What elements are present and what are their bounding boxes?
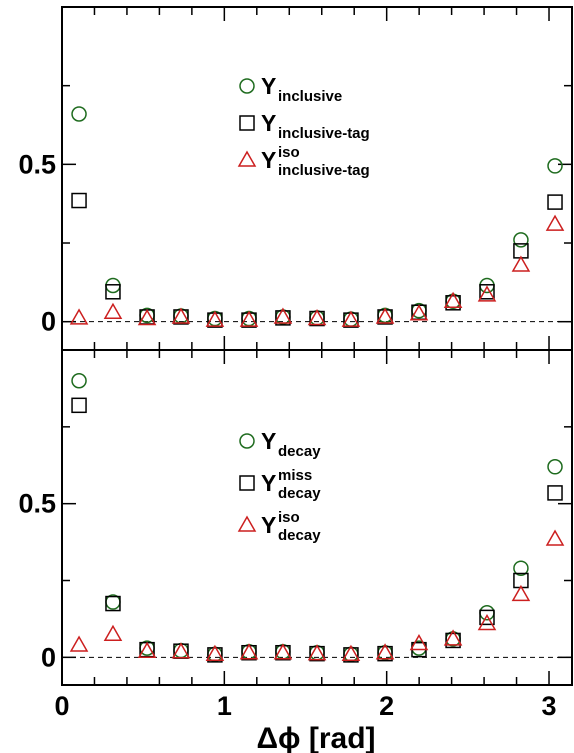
legend-subscript: inclusive-tag bbox=[278, 125, 370, 142]
data-point-triangle bbox=[171, 642, 191, 659]
data-point-triangle bbox=[375, 643, 395, 660]
legend-marker-circle bbox=[239, 78, 255, 94]
data-point-triangle bbox=[545, 214, 565, 231]
legend-superscript: miss bbox=[278, 467, 312, 484]
data-point-square bbox=[445, 295, 461, 311]
legend-marker-triangle bbox=[237, 150, 257, 167]
data-point-square bbox=[71, 397, 87, 414]
data-point-triangle bbox=[239, 310, 259, 327]
data-point-circle bbox=[71, 372, 87, 389]
series-triangle bbox=[69, 214, 565, 327]
data-point-circle bbox=[513, 560, 529, 576]
data-point-square bbox=[547, 194, 563, 210]
data-point-circle bbox=[173, 642, 189, 659]
data-point-triangle bbox=[443, 291, 463, 308]
series-triangle bbox=[69, 529, 565, 662]
data-point-triangle bbox=[273, 643, 293, 660]
legend-label: Y bbox=[261, 110, 276, 136]
legend-subscript: decay bbox=[278, 443, 321, 460]
legend-label: Y bbox=[261, 73, 276, 99]
data-point-triangle bbox=[341, 310, 361, 327]
legend-marker-circle bbox=[239, 433, 255, 449]
data-point-square bbox=[445, 632, 461, 649]
data-point-square bbox=[71, 192, 87, 209]
data-point-triangle bbox=[137, 309, 157, 326]
legend-subscript: inclusive bbox=[278, 88, 342, 105]
data-point-triangle bbox=[341, 644, 361, 662]
data-point-square bbox=[105, 595, 121, 612]
data-point-circle bbox=[547, 459, 563, 475]
legend-label: Y bbox=[261, 470, 276, 496]
data-point-triangle bbox=[137, 641, 157, 658]
data-point-square bbox=[377, 645, 393, 662]
x-axis-label: Δϕ [rad] bbox=[256, 722, 375, 753]
data-point-triangle bbox=[545, 529, 565, 546]
data-point-triangle bbox=[477, 614, 497, 631]
data-point-circle bbox=[71, 106, 87, 122]
data-point-square bbox=[547, 485, 563, 501]
plot-frame bbox=[61, 349, 573, 686]
data-point-triangle bbox=[511, 255, 531, 272]
data-point-circle bbox=[343, 311, 359, 327]
series-square bbox=[71, 192, 563, 328]
data-point-square bbox=[479, 284, 495, 300]
x-tick-label: 2 bbox=[379, 691, 394, 721]
legend-marker-triangle bbox=[237, 515, 257, 532]
legend-marker-square bbox=[239, 475, 255, 491]
data-point-triangle bbox=[409, 633, 429, 651]
legend-superscript: iso bbox=[278, 509, 300, 526]
data-point-circle bbox=[513, 232, 529, 248]
data-point-triangle bbox=[103, 302, 123, 319]
legend-label: Y bbox=[261, 147, 276, 173]
legend-subscript: inclusive-tag bbox=[278, 162, 370, 179]
data-point-triangle bbox=[239, 643, 259, 660]
data-point-triangle bbox=[103, 624, 123, 642]
data-point-triangle bbox=[409, 304, 429, 321]
y-tick-label: 0 bbox=[41, 307, 56, 337]
data-point-triangle bbox=[477, 285, 497, 302]
legend-label: Y bbox=[261, 428, 276, 454]
legend-label: Y bbox=[261, 512, 276, 538]
data-point-triangle bbox=[205, 310, 225, 327]
y-tick-label: 0.5 bbox=[18, 149, 56, 179]
x-tick-label: 1 bbox=[217, 691, 232, 721]
data-point-triangle bbox=[69, 635, 89, 652]
legend-subscript: decay bbox=[278, 527, 321, 544]
data-point-triangle bbox=[69, 308, 89, 325]
data-point-triangle bbox=[375, 307, 395, 324]
legend-marker-square bbox=[239, 115, 255, 131]
legend-superscript: iso bbox=[278, 144, 300, 161]
data-point-triangle bbox=[205, 644, 225, 662]
data-point-triangle bbox=[443, 629, 463, 646]
data-point-square bbox=[479, 609, 495, 626]
data-point-triangle bbox=[307, 309, 327, 326]
data-point-square bbox=[343, 647, 359, 663]
data-point-circle bbox=[547, 158, 563, 174]
data-point-circle bbox=[479, 605, 495, 621]
y-tick-label: 0 bbox=[41, 642, 56, 672]
data-point-triangle bbox=[171, 307, 191, 324]
data-point-circle bbox=[173, 308, 189, 324]
legend-subscript: decay bbox=[278, 485, 321, 502]
x-tick-label: 3 bbox=[541, 691, 556, 721]
data-point-square bbox=[275, 310, 291, 326]
data-point-square bbox=[105, 284, 121, 300]
data-point-triangle bbox=[307, 644, 327, 661]
data-point-square bbox=[207, 647, 223, 663]
data-point-triangle bbox=[511, 584, 531, 602]
y-tick-label: 0.5 bbox=[18, 489, 56, 519]
data-point-triangle bbox=[273, 307, 293, 324]
x-tick-label: 0 bbox=[54, 691, 69, 721]
